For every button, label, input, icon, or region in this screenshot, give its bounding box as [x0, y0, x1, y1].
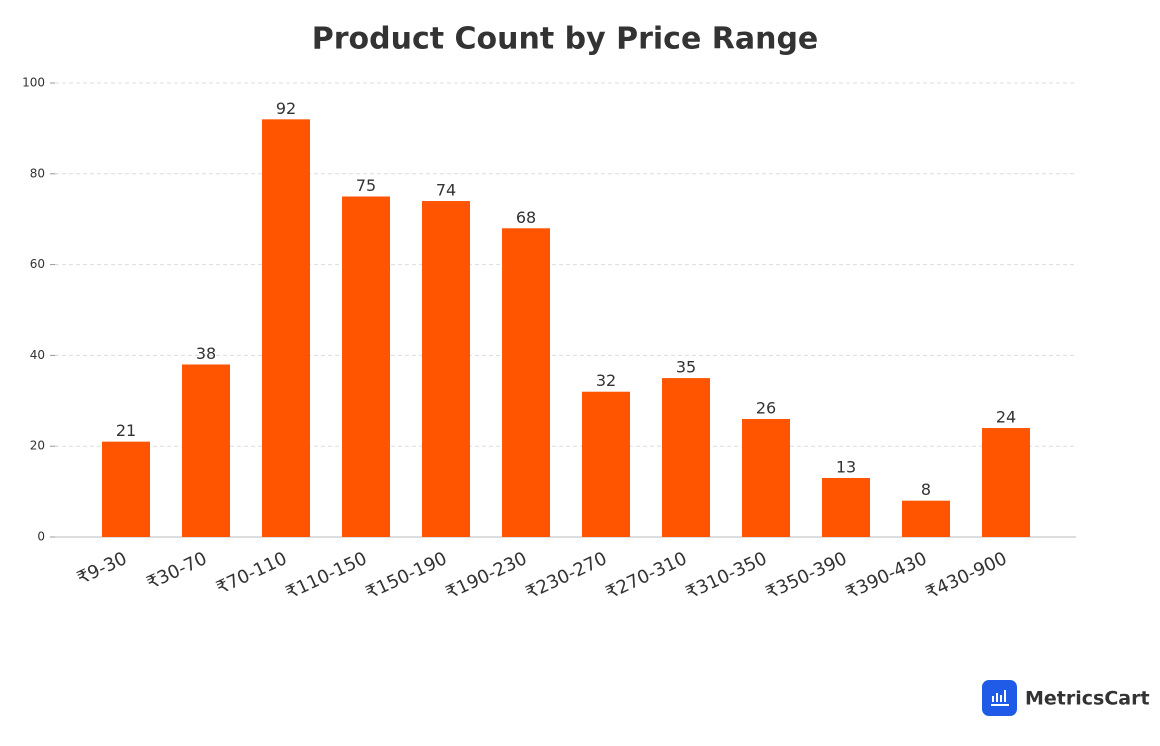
x-tick-label: ₹150-190 [363, 548, 450, 604]
bar [902, 500, 950, 537]
value-label: 75 [356, 176, 376, 195]
value-label: 21 [116, 421, 136, 440]
value-label: 8 [921, 480, 931, 499]
x-tick-label: ₹110-150 [283, 548, 370, 604]
x-tick-label: ₹190-230 [443, 548, 530, 604]
bar [182, 364, 230, 537]
bar [342, 196, 390, 537]
y-tick-label: 60 [30, 257, 45, 271]
x-tick-label: ₹350-390 [763, 548, 850, 604]
y-tick-label: 0 [37, 530, 45, 544]
x-tick-label: ₹310-350 [683, 548, 770, 604]
value-label: 68 [516, 208, 536, 227]
x-tick-label: ₹430-900 [923, 548, 1010, 604]
bar [662, 378, 710, 537]
x-tick-label: ₹230-270 [523, 548, 610, 604]
y-tick-label: 20 [30, 439, 45, 453]
logo: MetricsCart [982, 680, 1150, 716]
value-label: 74 [436, 181, 456, 200]
bar [822, 477, 870, 537]
x-tick-label: ₹70-110 [213, 548, 290, 599]
value-label: 13 [836, 457, 856, 476]
value-label: 38 [196, 344, 216, 363]
value-label: 35 [676, 358, 696, 377]
value-label: 92 [276, 99, 296, 118]
x-tick-label: ₹390-430 [843, 548, 930, 604]
bar [422, 201, 470, 538]
value-label: 26 [756, 398, 776, 417]
value-label: 32 [596, 371, 616, 390]
x-tick-label: ₹9-30 [74, 548, 130, 589]
logo-icon [982, 680, 1017, 716]
y-tick-label: 100 [22, 76, 45, 90]
bar [502, 228, 550, 537]
bar [262, 119, 310, 537]
y-tick-label: 80 [30, 166, 45, 180]
y-tick-label: 40 [30, 348, 45, 362]
value-label: 24 [996, 408, 1016, 427]
logo-glyph [991, 690, 1009, 706]
bar [742, 418, 790, 537]
x-tick-label: ₹30-70 [144, 548, 211, 594]
bar [982, 428, 1030, 537]
chart-title: Product Count by Price Range [312, 22, 819, 57]
logo-text: MetricsCart [1025, 688, 1150, 710]
x-tick-label: ₹270-310 [603, 548, 690, 604]
bar [582, 391, 630, 537]
bar [102, 441, 150, 537]
